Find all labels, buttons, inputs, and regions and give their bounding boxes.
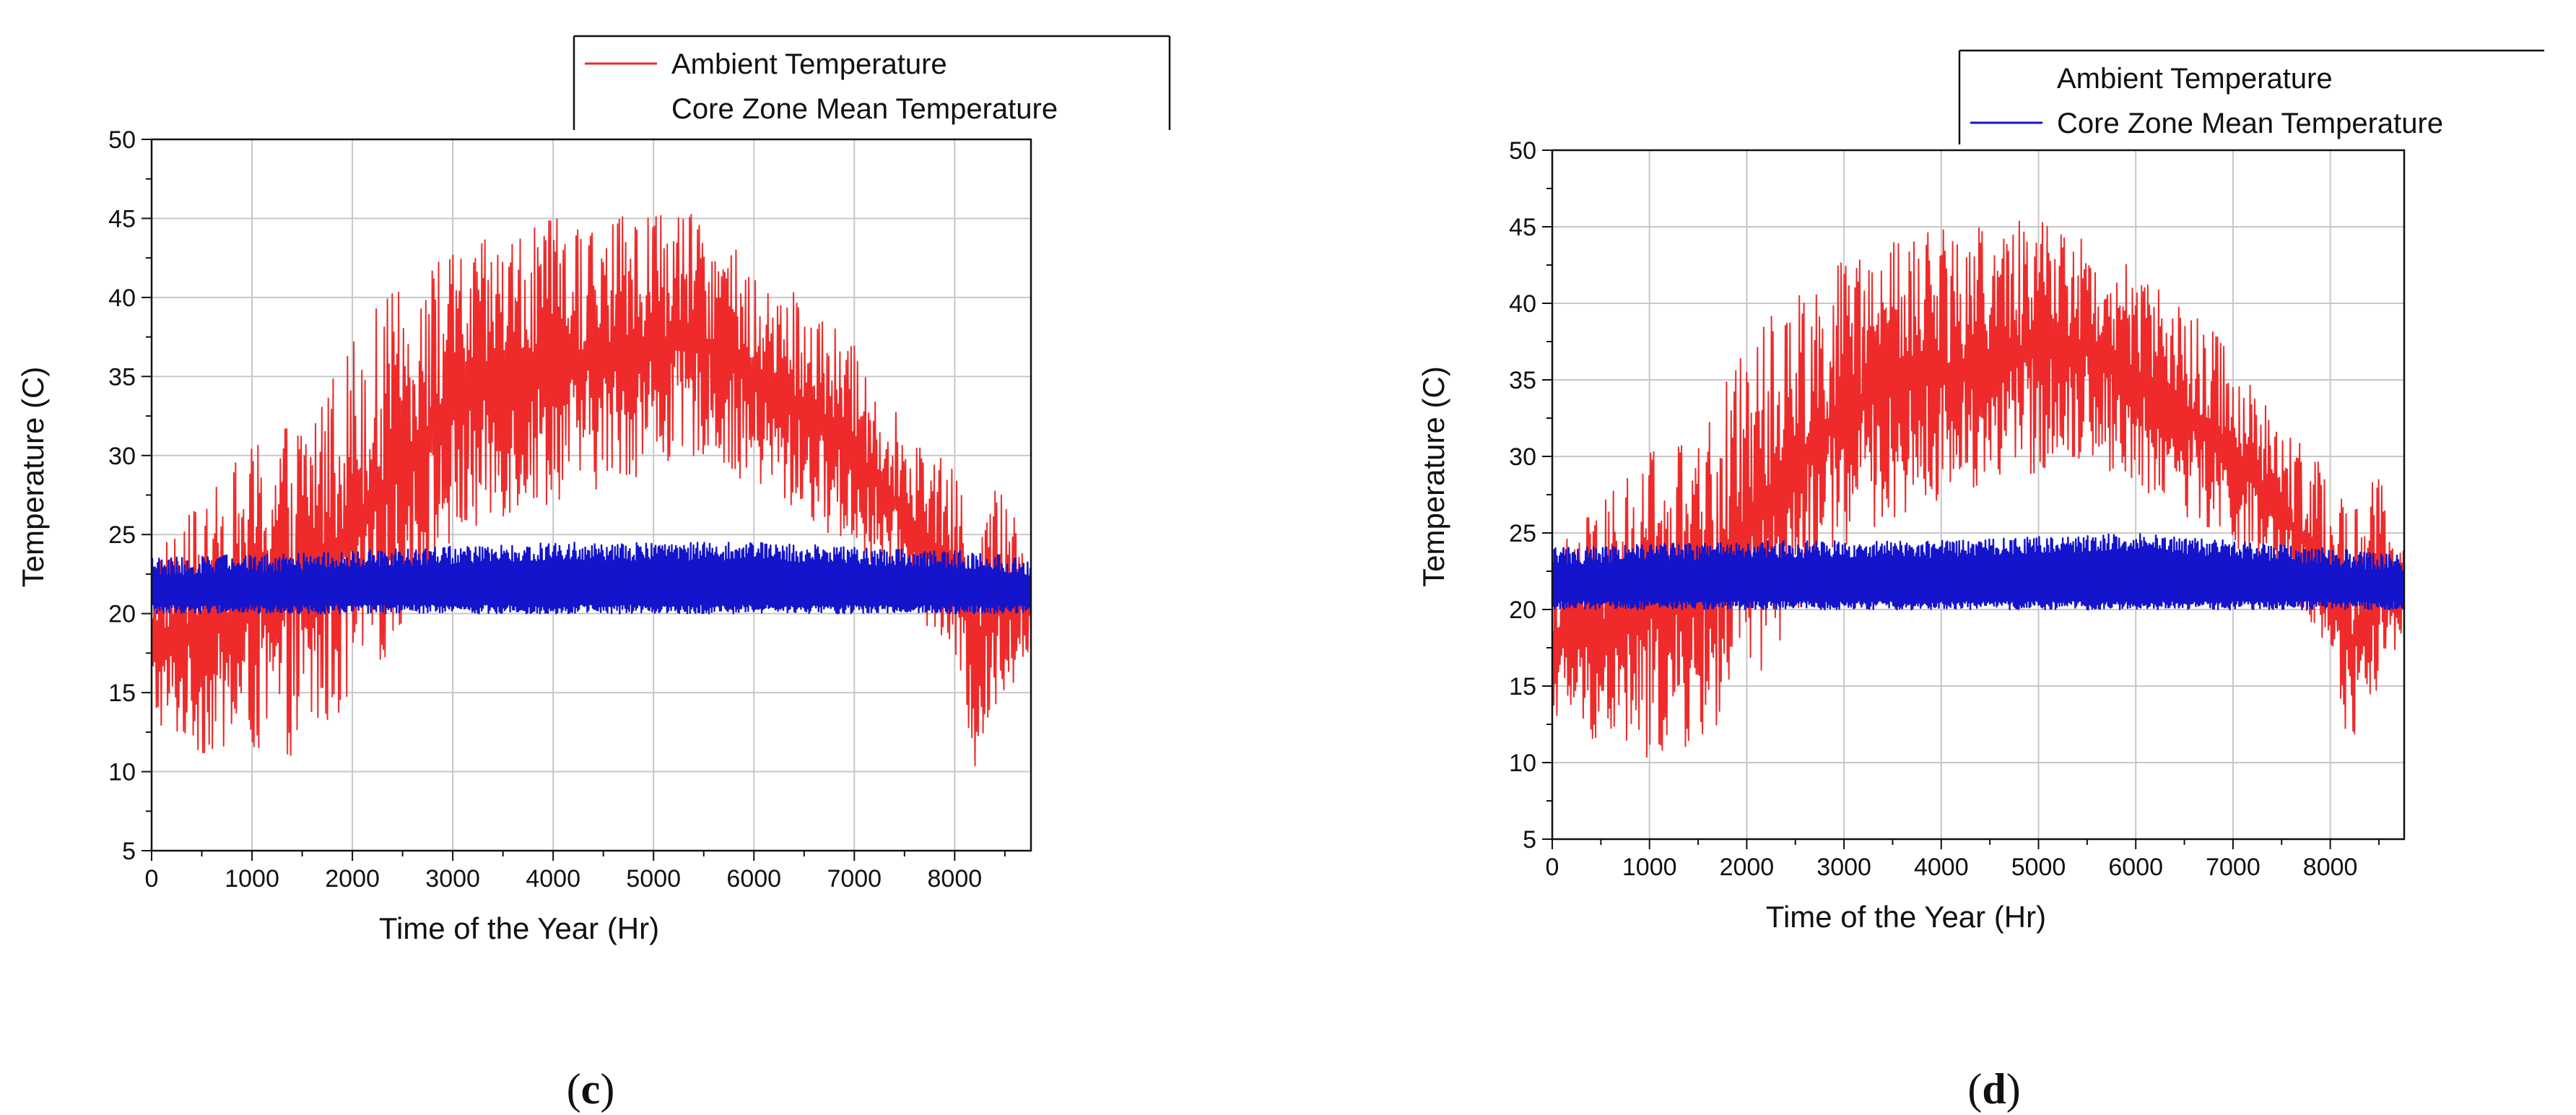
x-axis-title: Time of the Year (Hr) [379,911,659,945]
y-axis: 5 10 15 20 25 30 35 40 45 50 [1509,137,1552,854]
y-tick-label: 15 [1509,673,1536,700]
y-axis: 5 10 15 20 25 30 35 40 45 50 [108,126,152,865]
x-tick-label: 5000 [626,865,681,893]
y-tick-label: 35 [108,363,136,391]
x-tick-label: 7000 [2206,854,2260,881]
y-tick-label: 30 [1509,443,1536,471]
chart-panel-c: 0 1000 2000 3000 4000 5000 6000 7000 8000 5 10 15 20… [16,35,1171,945]
legend-entry-ambient: Ambient Temperature [671,48,947,80]
x-axis: 0 1000 2000 3000 4000 5000 6000 7000 8000 [1546,839,2380,881]
y-tick-label: 40 [1509,290,1536,318]
series-line-core [150,542,1032,615]
y-tick-label: 15 [108,680,136,707]
y-tick-label: 25 [108,521,136,549]
x-tick-label: 3000 [425,865,480,893]
x-tick-label: 2000 [1720,854,1775,881]
x-tick-label: 1000 [225,865,279,893]
legend: Ambient Temperature Core Zone Mean Temper… [573,35,1171,130]
series-line-core [1551,533,2406,611]
y-tick-label: 45 [1509,214,1536,241]
y-tick-label: 35 [1509,367,1536,394]
y-tick-label: 5 [1523,826,1536,854]
x-tick-label: 0 [1546,854,1559,881]
x-tick-label: 5000 [2011,854,2066,881]
legend: Ambient Temperature Core Zone Mean Temper… [1958,49,2544,144]
caption-c: (c) [567,1065,615,1113]
x-tick-label: 6000 [726,865,781,893]
y-axis-title: Temperature (C) [16,367,50,588]
x-tick-label: 8000 [928,865,983,893]
legend-entry-core: Core Zone Mean Temperature [671,93,1058,125]
x-axis-title: Time of the Year (Hr) [1766,900,2046,934]
y-tick-label: 10 [1509,750,1536,777]
y-tick-label: 45 [108,205,136,233]
legend-entry-ambient: Ambient Temperature [2057,63,2333,95]
y-tick-label: 5 [122,838,136,865]
y-tick-label: 50 [1509,137,1536,165]
x-tick-label: 0 [145,865,159,893]
x-tick-label: 6000 [2108,854,2163,881]
y-tick-label: 20 [108,601,136,628]
chart-panel-d: 0 1000 2000 3000 4000 5000 6000 7000 8000 5 10 15 20… [1417,49,2544,934]
y-tick-label: 40 [108,285,136,312]
y-tick-label: 20 [1509,596,1536,624]
y-tick-label: 25 [1509,520,1536,547]
x-tick-label: 7000 [827,865,882,893]
caption-d: (d) [1967,1065,2020,1113]
y-tick-label: 50 [108,126,136,154]
x-tick-label: 4000 [1914,854,1969,881]
x-tick-label: 8000 [2303,854,2358,881]
x-tick-label: 3000 [1816,854,1871,881]
x-axis: 0 1000 2000 3000 4000 5000 6000 7000 8000 [145,851,1006,893]
series-line-ambient [1552,220,2405,758]
y-tick-label: 10 [108,759,136,786]
x-tick-label: 4000 [526,865,580,893]
y-tick-label: 30 [108,443,136,470]
y-axis-title: Temperature (C) [1417,366,1450,587]
x-tick-label: 1000 [1622,854,1677,881]
legend-entry-core: Core Zone Mean Temperature [2057,108,2443,139]
series-line-ambient [151,214,1032,767]
x-tick-label: 2000 [325,865,380,893]
